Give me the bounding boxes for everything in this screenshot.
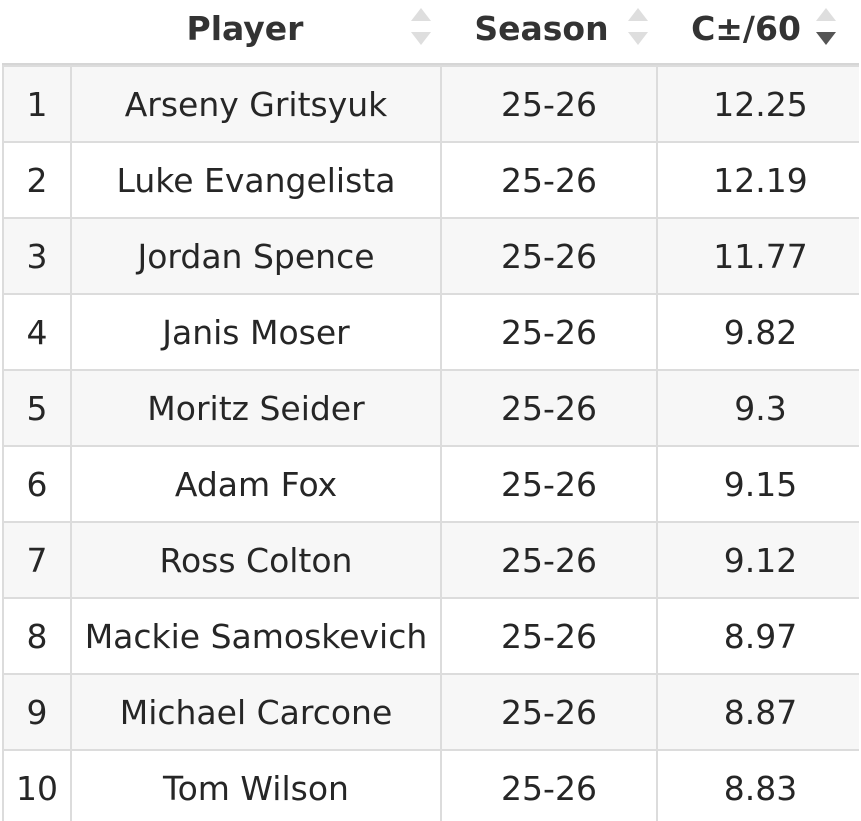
season-cell: 25-26 xyxy=(440,445,658,523)
player-cell: Adam Fox xyxy=(70,445,442,523)
sort-player-icon[interactable] xyxy=(409,2,433,50)
sort-ascending-icon xyxy=(816,8,836,21)
rank-cell: 6 xyxy=(2,445,72,523)
sort-descending-icon xyxy=(816,32,836,45)
player-cell: Arseny Gritsyuk xyxy=(70,65,442,143)
player-cell: Ross Colton xyxy=(70,521,442,599)
stats-table: 1 Arseny Gritsyuk 25-26 12.25 2 Luke Evangeli… xyxy=(2,65,859,821)
rank-cell: 9 xyxy=(2,673,72,751)
cpm-cell: 9.82 xyxy=(656,293,859,371)
season-cell: 25-26 xyxy=(440,65,658,143)
player-cell: Michael Carcone xyxy=(70,673,442,751)
season-cell: 25-26 xyxy=(440,293,658,371)
column-header-player[interactable]: Player xyxy=(186,8,304,48)
table-row: 6 Adam Fox 25-26 9.15 xyxy=(2,445,859,523)
cpm-cell: 9.12 xyxy=(656,521,859,599)
cpm-cell: 12.25 xyxy=(656,65,859,143)
season-cell: 25-26 xyxy=(440,521,658,599)
sort-ascending-icon xyxy=(628,8,648,21)
rank-cell: 4 xyxy=(2,293,72,371)
table-body: 1 Arseny Gritsyuk 25-26 12.25 2 Luke Evangeli… xyxy=(2,65,859,821)
cpm-cell: 11.77 xyxy=(656,217,859,295)
cpm-cell: 12.19 xyxy=(656,141,859,219)
stats-table-container: 1 Arseny Gritsyuk 25-26 12.25 2 Luke Evangeli… xyxy=(2,65,859,821)
cpm-cell: 8.97 xyxy=(656,597,859,675)
player-cell: Moritz Seider xyxy=(70,369,442,447)
season-cell: 25-26 xyxy=(440,597,658,675)
sort-descending-icon xyxy=(628,32,648,45)
table-row: 3 Jordan Spence 25-26 11.77 xyxy=(2,217,859,295)
player-cell: Jordan Spence xyxy=(70,217,442,295)
player-cell: Luke Evangelista xyxy=(70,141,442,219)
column-header-season[interactable]: Season xyxy=(474,8,609,48)
header-divider xyxy=(2,63,859,65)
sort-cpm-icon[interactable] xyxy=(814,2,838,50)
table-row: 5 Moritz Seider 25-26 9.3 xyxy=(2,369,859,447)
rank-cell: 2 xyxy=(2,141,72,219)
player-cell: Janis Moser xyxy=(70,293,442,371)
table-row: 1 Arseny Gritsyuk 25-26 12.25 xyxy=(2,65,859,143)
season-cell: 25-26 xyxy=(440,141,658,219)
sort-descending-icon xyxy=(411,32,431,45)
rank-cell: 8 xyxy=(2,597,72,675)
cpm-cell: 9.3 xyxy=(656,369,859,447)
cpm-cell: 8.83 xyxy=(656,749,859,821)
table-row: 8 Mackie Samoskevich 25-26 8.97 xyxy=(2,597,859,675)
season-cell: 25-26 xyxy=(440,749,658,821)
table-row: 9 Michael Carcone 25-26 8.87 xyxy=(2,673,859,751)
season-cell: 25-26 xyxy=(440,369,658,447)
player-cell: Mackie Samoskevich xyxy=(70,597,442,675)
cpm-cell: 9.15 xyxy=(656,445,859,523)
rank-cell: 3 xyxy=(2,217,72,295)
player-cell: Tom Wilson xyxy=(70,749,442,821)
sort-ascending-icon xyxy=(411,8,431,21)
rank-cell: 1 xyxy=(2,65,72,143)
sort-season-icon[interactable] xyxy=(626,2,650,50)
season-cell: 25-26 xyxy=(440,217,658,295)
rank-cell: 5 xyxy=(2,369,72,447)
table-header: Player Season C±/60 xyxy=(0,0,861,64)
column-header-cpm[interactable]: C±/60 xyxy=(691,8,801,48)
table-row: 2 Luke Evangelista 25-26 12.19 xyxy=(2,141,859,219)
rank-cell: 7 xyxy=(2,521,72,599)
table-row: 10 Tom Wilson 25-26 8.83 xyxy=(2,749,859,821)
table-row: 7 Ross Colton 25-26 9.12 xyxy=(2,521,859,599)
season-cell: 25-26 xyxy=(440,673,658,751)
table-row: 4 Janis Moser 25-26 9.82 xyxy=(2,293,859,371)
rank-cell: 10 xyxy=(2,749,72,821)
cpm-cell: 8.87 xyxy=(656,673,859,751)
